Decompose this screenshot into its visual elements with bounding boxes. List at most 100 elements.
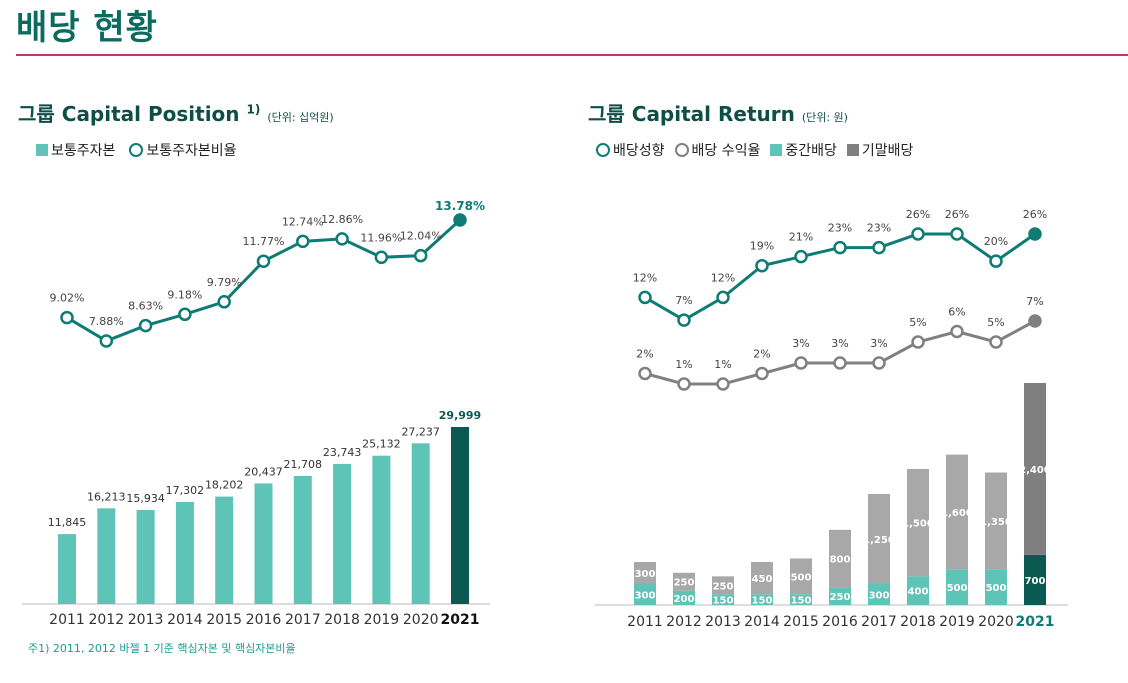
bar-label: 300 (635, 569, 656, 580)
point-cet1-ratio (453, 213, 467, 227)
point-cet1-ratio (60, 310, 74, 325)
point-label: 3% (792, 337, 809, 350)
point-dividend-yield (950, 324, 964, 339)
bar-label: 300 (869, 590, 890, 601)
point-payout-ratio (638, 290, 652, 305)
bar-label: 23,743 (323, 446, 362, 459)
point-dividend-yield (872, 356, 886, 370)
legend-label: 기말배당 (861, 143, 914, 159)
bar-yearend-dividend (634, 562, 656, 584)
point-cet1-ratio (99, 334, 114, 348)
bar-label: 500 (791, 572, 812, 583)
bar-label: 27,237 (401, 425, 440, 438)
point-dividend-yield (755, 366, 769, 381)
point-label: 26% (945, 208, 969, 221)
x-tick-label: 2018 (900, 614, 936, 630)
bar-interim-dividend (829, 587, 851, 605)
point-label: 9.79% (207, 276, 242, 289)
bar-yearend-dividend (673, 572, 695, 591)
bar-label: 200 (674, 594, 695, 605)
square-icon (770, 144, 783, 156)
point-label: 19% (750, 240, 774, 253)
point-label: 12.86% (321, 213, 363, 226)
chart-title: 그룹 Capital Return (588, 102, 795, 126)
square-icon (846, 144, 859, 156)
point-label: 12.04% (400, 230, 442, 243)
point-payout-ratio (794, 249, 808, 264)
bar-label: 11,845 (48, 516, 87, 529)
bar-yearend-dividend (712, 576, 734, 595)
point-cet1-ratio (335, 232, 349, 246)
point-label: 2% (753, 348, 770, 361)
bar-label: 150 (752, 596, 773, 607)
x-tick-label: 2020 (978, 614, 1014, 630)
x-tick-label: 2013 (705, 614, 741, 630)
x-tick-label: 2018 (324, 612, 360, 628)
bar-label: 20,437 (244, 465, 283, 478)
bar-yearend-dividend (868, 494, 890, 584)
chart-title: 그룹 Capital Position (18, 102, 240, 126)
point-cet1-ratio (296, 234, 310, 249)
point-cet1-ratio (256, 254, 271, 268)
bar-common-equity (175, 501, 194, 604)
x-tick-label: 2013 (128, 612, 164, 628)
bar-label: 150 (713, 596, 734, 607)
point-cet1-ratio (413, 248, 428, 263)
bar-common-equity (293, 475, 312, 604)
bar-label: 1,500 (902, 519, 934, 530)
point-label: 5% (987, 316, 1004, 329)
point-label: 2% (636, 348, 653, 361)
bar-label: 300 (635, 590, 656, 601)
bar-common-equity (97, 508, 116, 604)
legend-item-common-equity: 보통주자본 (36, 140, 115, 160)
bar-label: 21,708 (284, 458, 323, 471)
point-dividend-yield (716, 377, 730, 391)
point-label: 9.02% (50, 292, 85, 305)
point-payout-ratio (950, 227, 964, 241)
bar-label: 800 (830, 554, 851, 565)
point-label: 7% (675, 294, 692, 307)
point-label: 21% (789, 231, 813, 244)
bar-common-equity (136, 509, 155, 604)
bar-common-equity (372, 455, 391, 604)
bar-interim-dividend (985, 569, 1007, 605)
point-dividend-yield (911, 335, 925, 349)
footnote-mark: 1) (246, 102, 261, 117)
square-icon (36, 144, 48, 156)
bar-label: 400 (908, 587, 929, 598)
x-tick-label: 2011 (627, 614, 663, 630)
x-tick-label: 2011 (49, 612, 85, 628)
legend-label: 보통주자본비율 (146, 143, 237, 159)
bar-label: 150 (791, 596, 812, 607)
unit-label: (단위: 원) (801, 111, 848, 124)
point-cet1-ratio (138, 318, 153, 333)
x-tick-label: 2014 (167, 612, 203, 628)
bar-yearend-dividend (985, 472, 1007, 570)
point-label: 1% (714, 358, 731, 371)
point-payout-ratio (989, 254, 1003, 268)
x-tick-label: 2021 (1016, 614, 1055, 630)
x-tick-label: 2012 (88, 612, 124, 628)
point-label: 26% (906, 208, 930, 221)
bar-label: 18,202 (205, 479, 244, 492)
point-label: 3% (831, 337, 848, 350)
point-dividend-yield (1028, 314, 1042, 328)
x-tick-label: 2017 (285, 612, 321, 628)
capital-return-legend: 배당성향 배당 수익율 중간배당 기말배당 (596, 140, 913, 160)
point-payout-ratio (911, 227, 925, 241)
bar-label: 500 (986, 583, 1007, 594)
circle-icon (129, 143, 144, 157)
point-label: 9.18% (167, 288, 202, 301)
bar-label: 2,400 (1019, 465, 1051, 476)
bar-interim-dividend (907, 576, 929, 605)
footnote: 주1) 2011, 2012 바젤 1 기준 핵심자본 및 핵심자본비율 (28, 642, 296, 655)
bar-interim-dividend (946, 569, 968, 605)
legend-item-yearend: 기말배당 (846, 140, 914, 160)
bar-label: 700 (1025, 576, 1046, 587)
page-title: 배당 현황 (16, 8, 158, 48)
bar-label: 500 (947, 583, 968, 594)
bar-interim-dividend (790, 594, 812, 605)
point-payout-ratio (755, 258, 769, 273)
bar-yearend-dividend (946, 454, 968, 570)
x-tick-label: 2019 (364, 612, 400, 628)
